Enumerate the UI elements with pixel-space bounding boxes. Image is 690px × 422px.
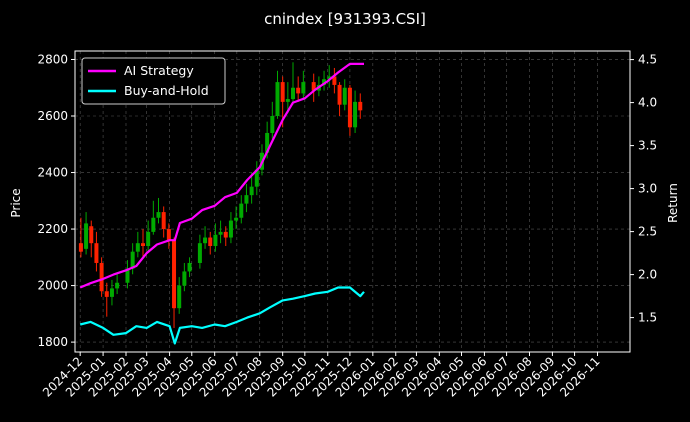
candle-body bbox=[296, 87, 301, 94]
y-tick-label: 1800 bbox=[37, 335, 68, 349]
candle-body bbox=[109, 288, 114, 297]
candle-body bbox=[104, 291, 109, 297]
y2-tick-label: 2.0 bbox=[638, 268, 657, 282]
y-tick-label: 2600 bbox=[37, 109, 68, 123]
candle-body bbox=[234, 217, 239, 221]
candle-body bbox=[203, 237, 208, 244]
candle-body bbox=[353, 101, 358, 128]
ai-strategy-line bbox=[79, 62, 364, 289]
y2-tick-label: 3.0 bbox=[638, 182, 657, 196]
plot-frame bbox=[74, 50, 631, 353]
return-series bbox=[79, 62, 365, 345]
grid-lines bbox=[75, 51, 630, 352]
candle-body bbox=[125, 268, 130, 283]
candle-body bbox=[146, 231, 151, 247]
candle-body bbox=[285, 99, 290, 102]
candle-body bbox=[301, 82, 306, 94]
candle-body bbox=[130, 251, 135, 269]
candle-body bbox=[213, 234, 218, 247]
y2-tick-label: 3.5 bbox=[638, 139, 657, 153]
candle-body bbox=[166, 229, 171, 241]
y-tick-label: 2000 bbox=[37, 279, 68, 293]
candle-body bbox=[182, 271, 187, 286]
chart-title: cnindex [931393.CSI] bbox=[264, 10, 426, 28]
legend-box bbox=[81, 57, 226, 105]
candle-body bbox=[228, 220, 233, 238]
candle-body bbox=[223, 231, 228, 238]
candle-body bbox=[254, 169, 259, 187]
y-tick-label: 2200 bbox=[37, 222, 68, 236]
candle-body bbox=[280, 82, 285, 102]
candle-body bbox=[218, 231, 223, 235]
candle-body bbox=[151, 217, 156, 232]
candlestick-series bbox=[78, 62, 363, 328]
candle-body bbox=[358, 101, 363, 111]
candle-body bbox=[172, 240, 177, 309]
candle-body bbox=[244, 195, 249, 204]
candle-body bbox=[78, 243, 83, 252]
candle-body bbox=[327, 76, 332, 80]
y2-tick-label: 4.5 bbox=[638, 53, 657, 67]
candle-body bbox=[239, 203, 244, 218]
candle-body bbox=[156, 212, 161, 218]
legend: AI Strategy Buy-and-Hold bbox=[81, 57, 226, 105]
candle-body bbox=[270, 116, 275, 133]
y2-axis-label: Return bbox=[666, 183, 680, 223]
candle-body bbox=[187, 262, 192, 272]
candle-body bbox=[161, 212, 166, 230]
y-axis-label: Price bbox=[9, 188, 23, 217]
candle-body bbox=[115, 282, 120, 289]
legend-label-ai: AI Strategy bbox=[124, 63, 194, 78]
candle-body bbox=[342, 87, 347, 105]
legend-label-bh: Buy-and-Hold bbox=[124, 83, 209, 98]
candle-body bbox=[99, 262, 104, 292]
candle-body bbox=[208, 237, 213, 247]
candle-body bbox=[89, 226, 94, 244]
y2-tick-label: 2.5 bbox=[638, 225, 657, 239]
candle-body bbox=[140, 243, 145, 247]
candle-body bbox=[265, 132, 270, 153]
candle-body bbox=[84, 223, 89, 249]
candle-body bbox=[177, 285, 182, 309]
candle-body bbox=[322, 79, 327, 85]
y-tick-label: 2400 bbox=[37, 166, 68, 180]
y-tick-label: 2800 bbox=[37, 52, 68, 66]
y2-tick-label: 1.5 bbox=[638, 311, 657, 325]
candle-body bbox=[275, 82, 280, 117]
candle-body bbox=[332, 76, 337, 85]
candle-body bbox=[347, 87, 352, 128]
candle-body bbox=[135, 243, 140, 252]
candle-body bbox=[311, 82, 316, 91]
y2-tick-label: 4.0 bbox=[638, 96, 657, 110]
candle-body bbox=[94, 243, 99, 263]
candle-body bbox=[337, 84, 342, 105]
buy-and-hold-line bbox=[79, 286, 365, 345]
candle-body bbox=[249, 186, 254, 196]
candle-body bbox=[197, 243, 202, 263]
candle-body bbox=[291, 87, 296, 100]
